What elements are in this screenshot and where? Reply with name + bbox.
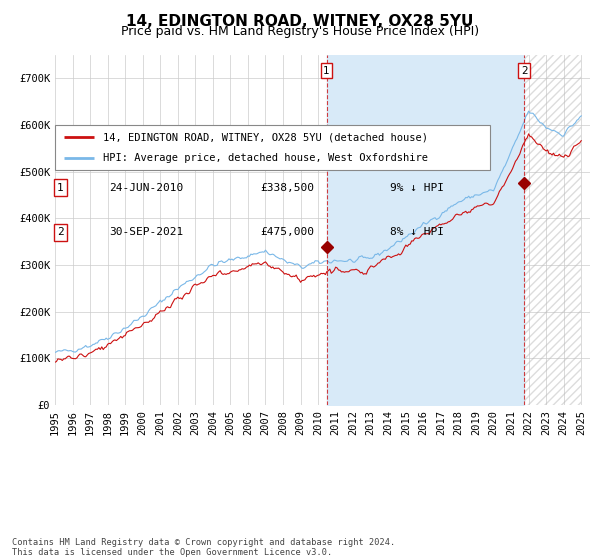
Text: 1: 1 xyxy=(323,66,330,76)
Text: 1: 1 xyxy=(57,183,64,193)
Text: 14, EDINGTON ROAD, WITNEY, OX28 5YU: 14, EDINGTON ROAD, WITNEY, OX28 5YU xyxy=(127,14,473,29)
Text: HPI: Average price, detached house, West Oxfordshire: HPI: Average price, detached house, West… xyxy=(103,153,428,163)
Text: 2: 2 xyxy=(57,227,64,237)
Text: Price paid vs. HM Land Registry's House Price Index (HPI): Price paid vs. HM Land Registry's House … xyxy=(121,25,479,38)
Text: 2: 2 xyxy=(521,66,527,76)
Text: 8% ↓ HPI: 8% ↓ HPI xyxy=(390,227,444,237)
Text: 14, EDINGTON ROAD, WITNEY, OX28 5YU (detached house): 14, EDINGTON ROAD, WITNEY, OX28 5YU (det… xyxy=(103,132,428,142)
Text: £338,500: £338,500 xyxy=(260,183,314,193)
Text: Contains HM Land Registry data © Crown copyright and database right 2024.
This d: Contains HM Land Registry data © Crown c… xyxy=(12,538,395,557)
FancyBboxPatch shape xyxy=(55,125,490,170)
Text: £475,000: £475,000 xyxy=(260,227,314,237)
Text: 24-JUN-2010: 24-JUN-2010 xyxy=(109,183,183,193)
Text: 9% ↓ HPI: 9% ↓ HPI xyxy=(390,183,444,193)
Text: 30-SEP-2021: 30-SEP-2021 xyxy=(109,227,183,237)
